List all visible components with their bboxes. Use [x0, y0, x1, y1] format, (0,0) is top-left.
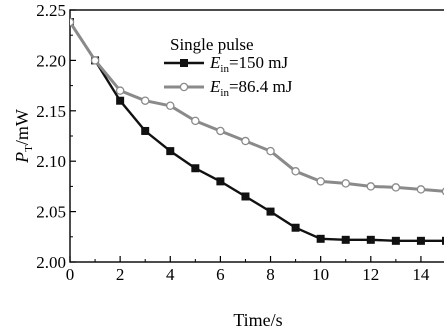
- series-line-1: [70, 21, 444, 243]
- series-clipped: [70, 17, 444, 245]
- series-1-point-square-marker: [216, 177, 225, 186]
- series-1-point-square-marker: [116, 96, 125, 105]
- y-axis-title-group: PT/mW: [12, 109, 35, 164]
- series-1-point-square-marker: [141, 126, 150, 135]
- series-2-point-circle-marker: [341, 179, 350, 188]
- y-tick-label: 2.20: [36, 51, 66, 70]
- series-2-point-circle-marker: [316, 177, 325, 186]
- series-2-point-circle-marker: [391, 183, 401, 192]
- series-1-point-square-marker: [442, 236, 444, 245]
- legend-1-square-marker: [180, 59, 188, 67]
- legend-2-circle-marker: [179, 82, 189, 92]
- series-2-point-circle-marker: [140, 96, 150, 105]
- x-tick-label: 12: [362, 265, 379, 284]
- series-1-point-square-marker: [266, 207, 275, 216]
- legend-label-main: E: [209, 53, 221, 72]
- legend-title: Single pulse: [170, 35, 254, 54]
- x-tick-label: 8: [266, 265, 275, 284]
- series-1-point-square-marker: [241, 192, 250, 201]
- series-line-2: [70, 21, 444, 193]
- series-group: [70, 17, 444, 245]
- series-2-point-circle-marker: [166, 101, 175, 111]
- y-tick-label: 2.25: [36, 1, 66, 20]
- legend-label-1: Ein=150 mJ: [209, 53, 289, 75]
- axes: [69, 9, 444, 263]
- series-1-point-square-marker: [416, 236, 425, 245]
- series-2-point-circle-marker: [366, 182, 376, 191]
- series-1-point-square-marker: [166, 147, 175, 156]
- y-tick-label: 2.05: [36, 203, 66, 222]
- legend-label-subscript: in: [220, 63, 229, 75]
- series-2-point-circle-marker: [90, 56, 100, 65]
- series-2-point-circle-marker: [291, 167, 300, 176]
- x-tick-label: 2: [116, 265, 125, 284]
- legend-label-main: E: [209, 77, 221, 96]
- series-2-point-circle-marker: [115, 86, 125, 95]
- x-tick-label: 10: [312, 265, 329, 284]
- series-1-point-square-marker: [366, 235, 375, 244]
- series-1-point-square-marker: [316, 234, 325, 243]
- y-axis-title: PT/mW: [12, 109, 35, 164]
- series-1-point-square-marker: [191, 164, 200, 173]
- legend-label-value: =150 mJ: [229, 53, 289, 72]
- x-axis-title: Time/s: [233, 310, 282, 328]
- y-tick-label: 2.15: [36, 102, 66, 121]
- series-2-point-circle-marker: [191, 116, 200, 126]
- series-2-point-circle-marker: [216, 126, 225, 136]
- legend-label-subscript: in: [220, 87, 229, 99]
- plot-frame: [69, 9, 444, 263]
- x-tick-label: 6: [216, 265, 225, 284]
- y-tick-label: 2.00: [36, 253, 66, 272]
- series-2-point-circle-marker: [70, 17, 75, 27]
- y-tick-label: 2.10: [36, 152, 66, 171]
- series-2-point-circle-marker: [266, 146, 275, 156]
- y-axis-title-main: P: [12, 152, 32, 164]
- x-tick-label: 0: [66, 265, 75, 284]
- legend-label-2: Ein=86.4 mJ: [209, 77, 293, 99]
- x-tick-label: 4: [166, 265, 175, 284]
- y-axis-title-subscript: T: [23, 145, 35, 152]
- series-1-point-square-marker: [291, 223, 300, 232]
- series-2-point-circle-marker: [416, 185, 426, 194]
- series-1-point-square-marker: [391, 236, 400, 245]
- legend-label-value: =86.4 mJ: [229, 77, 293, 96]
- x-tick-label: 14: [412, 265, 430, 284]
- y-axis-title-unit: /mW: [12, 109, 32, 145]
- series-2-point-circle-marker: [241, 136, 250, 146]
- series-1-point-square-marker: [341, 235, 350, 244]
- axis-ticks: 0 2 4 6 8 10 12 14 2.00 2.05 2.10 2.15 2.20 2.25: [36, 1, 430, 284]
